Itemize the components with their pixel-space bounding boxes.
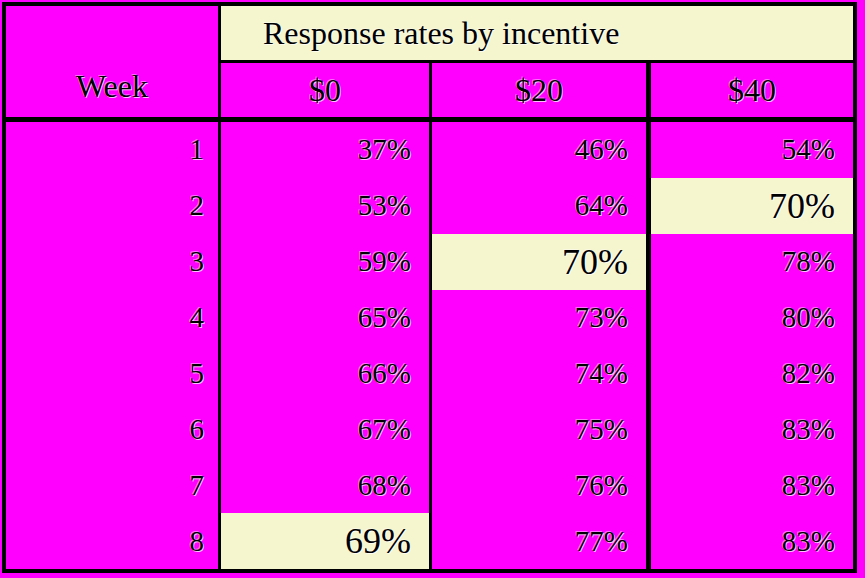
week-cell-6[interactable]: 6 xyxy=(6,401,218,457)
value-cell-week6-20-dollars[interactable]: 75% xyxy=(429,401,646,457)
value-cell-week6-40-dollars[interactable]: 83% xyxy=(646,401,853,457)
value-cell-week3-0-dollars[interactable]: 59% xyxy=(218,234,429,290)
value-cell-week4-20-dollars[interactable]: 73% xyxy=(429,290,646,346)
week-header-cell[interactable]: Week xyxy=(6,6,218,122)
value-cell-week7-40-dollars[interactable]: 83% xyxy=(646,457,853,513)
value-cell-week8-0-dollars[interactable]: 69% xyxy=(218,513,429,569)
value-cell-week5-0-dollars[interactable]: 66% xyxy=(218,346,429,402)
value-cell-week8-40-dollars[interactable]: 83% xyxy=(646,513,853,569)
response-rates-table: Week Response rates by incentive $0$20$4… xyxy=(2,2,857,573)
column-header-0-dollars[interactable]: $0 xyxy=(218,63,429,122)
value-cell-week4-0-dollars[interactable]: 65% xyxy=(218,290,429,346)
value-cell-week7-0-dollars[interactable]: 68% xyxy=(218,457,429,513)
value-cell-week1-0-dollars[interactable]: 37% xyxy=(218,122,429,178)
value-cell-week5-20-dollars[interactable]: 74% xyxy=(429,346,646,402)
column-header-20-dollars[interactable]: $20 xyxy=(429,63,646,122)
value-cell-week1-40-dollars[interactable]: 54% xyxy=(646,122,853,178)
table-title-cell: Response rates by incentive xyxy=(218,6,853,63)
week-cell-1[interactable]: 1 xyxy=(6,122,218,178)
value-cell-week2-40-dollars[interactable]: 70% xyxy=(646,178,853,234)
value-cell-week3-20-dollars[interactable]: 70% xyxy=(429,234,646,290)
value-cell-week2-20-dollars[interactable]: 64% xyxy=(429,178,646,234)
week-cell-2[interactable]: 2 xyxy=(6,178,218,234)
week-cell-5[interactable]: 5 xyxy=(6,346,218,402)
week-cell-8[interactable]: 8 xyxy=(6,513,218,569)
value-cell-week2-0-dollars[interactable]: 53% xyxy=(218,178,429,234)
week-cell-4[interactable]: 4 xyxy=(6,290,218,346)
value-cell-week4-40-dollars[interactable]: 80% xyxy=(646,290,853,346)
value-cell-week3-40-dollars[interactable]: 78% xyxy=(646,234,853,290)
value-cell-week8-20-dollars[interactable]: 77% xyxy=(429,513,646,569)
value-cell-week1-20-dollars[interactable]: 46% xyxy=(429,122,646,178)
week-cell-3[interactable]: 3 xyxy=(6,234,218,290)
value-cell-week6-0-dollars[interactable]: 67% xyxy=(218,401,429,457)
value-cell-week7-20-dollars[interactable]: 76% xyxy=(429,457,646,513)
column-header-40-dollars[interactable]: $40 xyxy=(646,63,853,122)
week-cell-7[interactable]: 7 xyxy=(6,457,218,513)
value-cell-week5-40-dollars[interactable]: 82% xyxy=(646,346,853,402)
page-background: Week Response rates by incentive $0$20$4… xyxy=(0,0,865,578)
